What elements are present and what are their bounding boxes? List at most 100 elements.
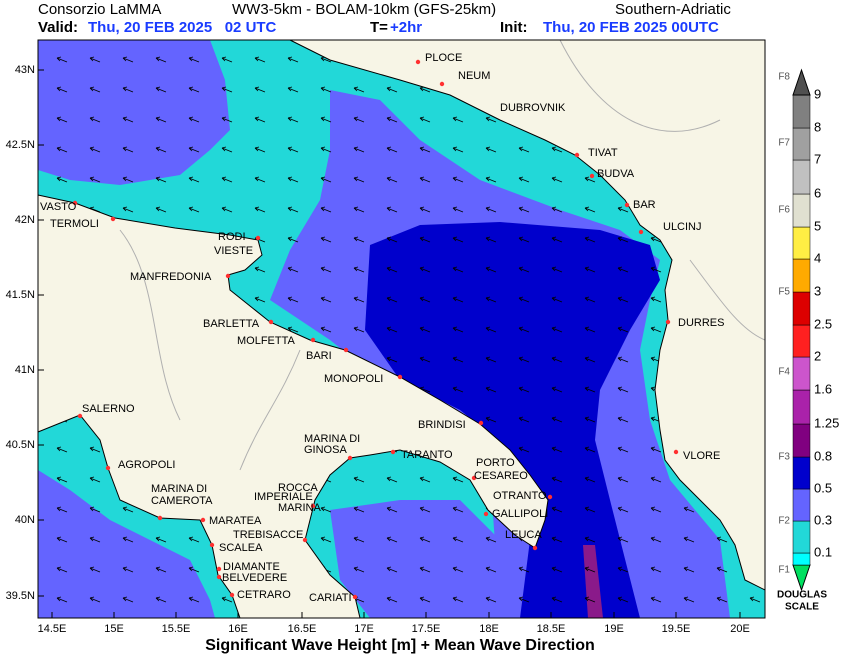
place-dot <box>216 566 222 572</box>
scale-title: SCALE <box>785 602 819 613</box>
arrow <box>452 206 464 213</box>
lat-label: 42N <box>15 214 35 226</box>
arrow <box>89 596 101 603</box>
arrow <box>386 536 398 543</box>
arrow <box>188 566 200 573</box>
place-dot <box>216 574 222 580</box>
arrow <box>155 536 167 543</box>
arrow <box>89 56 101 63</box>
place-label: CETRARO <box>237 589 291 601</box>
wave-zone <box>365 222 660 618</box>
arrow <box>452 266 464 273</box>
arrow <box>584 416 596 423</box>
arrow <box>518 356 530 363</box>
arrow <box>254 296 266 303</box>
arrow <box>617 326 629 333</box>
arrow <box>485 416 497 423</box>
arrow <box>617 356 629 363</box>
arrow <box>419 326 431 333</box>
place-label: MONOPOLI <box>324 373 383 385</box>
arrow <box>650 476 662 483</box>
arrow <box>650 446 662 453</box>
arrow <box>56 476 68 483</box>
arrow <box>188 116 200 123</box>
arrow <box>320 176 332 183</box>
arrow <box>122 566 134 573</box>
place-label: CARIATI <box>309 592 352 604</box>
colorbar-label: 0.3 <box>814 512 832 527</box>
colorbar-label: 7 <box>814 151 821 166</box>
arrow <box>155 116 167 123</box>
colorbar-band <box>792 456 811 490</box>
arrow <box>56 176 68 183</box>
place-label: TERMOLI <box>50 218 99 230</box>
place-dot <box>352 594 358 600</box>
arrow <box>551 416 563 423</box>
arrow <box>617 536 629 543</box>
arrow <box>287 146 299 153</box>
lon-label: 15.5E <box>162 623 191 635</box>
arrow <box>386 236 398 243</box>
arrow <box>353 206 365 213</box>
colorbar-label: 8 <box>814 119 821 134</box>
place-label: NEUM <box>458 70 490 82</box>
arrow <box>155 176 167 183</box>
arrow <box>353 536 365 543</box>
arrow <box>551 326 563 333</box>
colorbar-label: 6 <box>814 185 821 200</box>
arrow <box>584 266 596 273</box>
place-label: MARINA <box>278 502 321 514</box>
place-label: DURRES <box>678 317 724 329</box>
lon-label: 17E <box>354 623 374 635</box>
douglas-label: F2 <box>778 516 790 527</box>
place-label: BARI <box>306 350 332 362</box>
arrow <box>287 116 299 123</box>
arrow <box>386 326 398 333</box>
arrow <box>716 566 728 573</box>
douglas-label: F5 <box>778 287 790 298</box>
arrow <box>518 386 530 393</box>
valid-time: Thu, 20 FEB 2025 02 UTC <box>88 19 277 36</box>
arrow <box>254 116 266 123</box>
arrow <box>419 476 431 483</box>
arrow <box>89 146 101 153</box>
place-dot <box>574 152 580 158</box>
arrow <box>485 116 497 123</box>
arrow <box>419 566 431 573</box>
arrow <box>551 176 563 183</box>
place-label: ROCCA <box>278 482 318 494</box>
arrow <box>452 296 464 303</box>
arrow <box>617 596 629 603</box>
arrow <box>551 206 563 213</box>
lat-label: 41.5N <box>6 289 35 301</box>
arrow <box>188 596 200 603</box>
colorbar-label: 1.6 <box>814 381 832 396</box>
arrow <box>551 386 563 393</box>
lon-label: 20E <box>730 623 750 635</box>
colorbar-label: 0.8 <box>814 448 832 463</box>
arrow <box>89 506 101 513</box>
arrow <box>320 266 332 273</box>
lon-label: 16E <box>228 623 248 635</box>
arrow <box>617 506 629 513</box>
arrow <box>419 266 431 273</box>
arrow <box>155 56 167 63</box>
colorbar-label: 3 <box>814 283 821 298</box>
douglas-label: F8 <box>778 72 790 83</box>
place-label: BELVEDERE <box>222 572 287 584</box>
arrow <box>617 206 629 213</box>
arrow <box>452 146 464 153</box>
douglas-label: F6 <box>778 205 790 216</box>
arrow <box>419 356 431 363</box>
colorbar-band <box>792 520 811 554</box>
place-dot <box>310 503 316 509</box>
lon-label: 15E <box>104 623 124 635</box>
lon-label: 19.5E <box>662 623 691 635</box>
arrow <box>617 476 629 483</box>
place-dot <box>478 420 484 426</box>
place-label: VIESTE <box>214 245 253 257</box>
place-label: TREBISACCE <box>233 529 303 541</box>
arrow <box>518 266 530 273</box>
arrow <box>287 296 299 303</box>
